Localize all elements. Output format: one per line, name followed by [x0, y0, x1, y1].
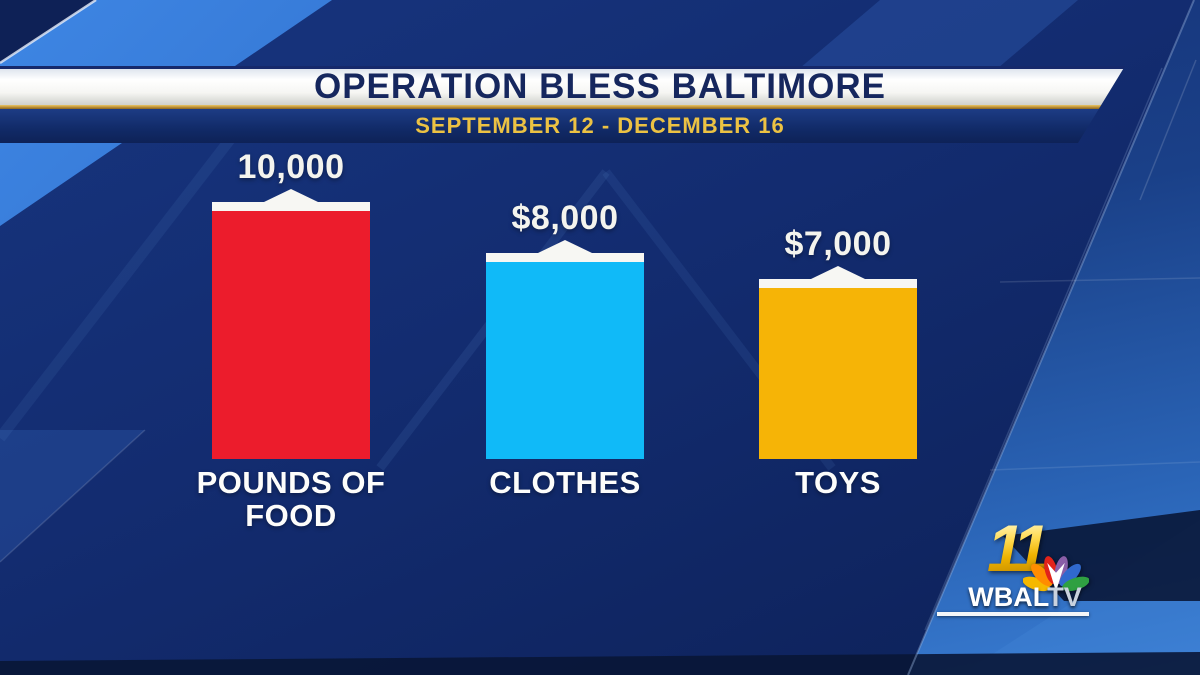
- banner-subtitle-band: SEPTEMBER 12 - DECEMBER 16: [0, 109, 1125, 143]
- title-banner: OPERATION BLESS BALTIMORE SEPTEMBER 12 -…: [0, 66, 1125, 143]
- bar-value-label: 10,000: [237, 147, 345, 186]
- callsign-tv: TV: [1047, 582, 1082, 612]
- page-subtitle: SEPTEMBER 12 - DECEMBER 16: [415, 113, 785, 138]
- callsign-wbal: WBAL: [968, 582, 1048, 612]
- bar: [486, 262, 644, 459]
- bar-cap: [759, 279, 917, 288]
- station-callsign: WBALTV: [965, 582, 1085, 613]
- bar-cap-peak: [264, 189, 318, 202]
- bar: [212, 211, 370, 459]
- page-title: OPERATION BLESS BALTIMORE: [313, 67, 887, 106]
- bar-cap-peak: [538, 240, 592, 253]
- station-logo: 11 WBALTV: [935, 512, 1100, 627]
- bar-category-label: TOYS: [795, 465, 881, 500]
- bar-cap-peak: [811, 266, 865, 279]
- banner-top-edge: [0, 66, 1125, 69]
- bar-cap: [486, 253, 644, 262]
- banner-gold-rule: [0, 105, 1125, 109]
- logo-underline: [937, 612, 1089, 616]
- bar-value-label: $7,000: [784, 224, 892, 263]
- bar-category-label: POUNDS OF FOOD: [196, 465, 386, 533]
- bar-cap: [212, 202, 370, 211]
- bar-category-label: CLOTHES: [489, 465, 641, 500]
- nbc-peacock-icon: [1023, 556, 1089, 592]
- bar: [759, 288, 917, 459]
- banner-title-band: OPERATION BLESS BALTIMORE: [0, 67, 1125, 106]
- bar-value-label: $8,000: [511, 198, 619, 237]
